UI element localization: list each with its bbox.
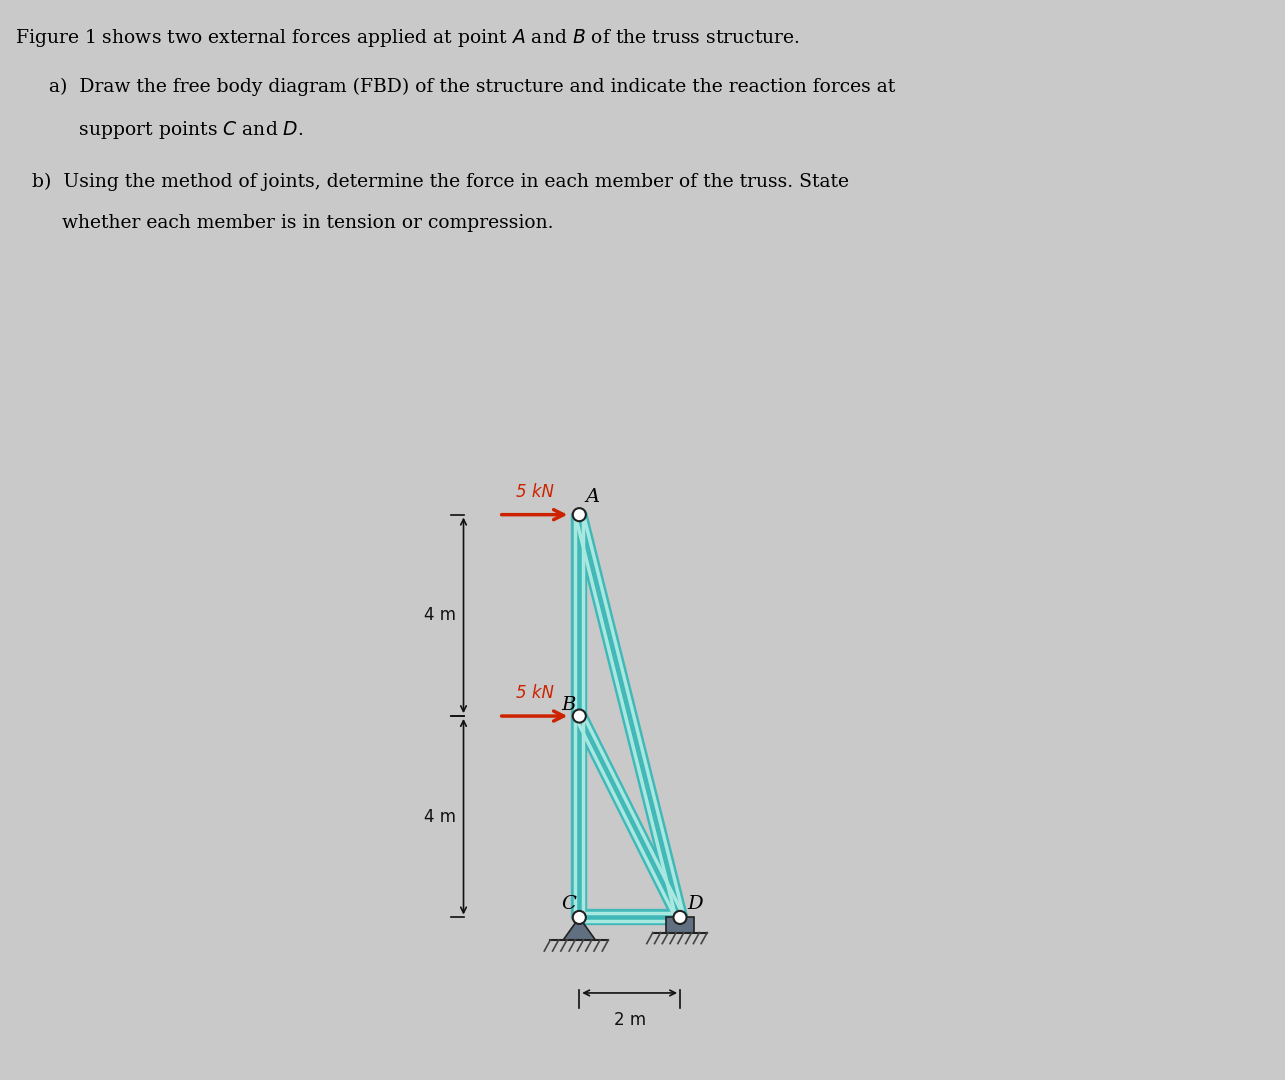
Text: 5 kN: 5 kN (517, 684, 554, 702)
Text: C: C (562, 895, 577, 914)
Bar (667, 917, 694, 932)
Text: 5 kN: 5 kN (517, 483, 554, 500)
Text: 4 m: 4 m (424, 606, 456, 624)
Circle shape (673, 910, 686, 924)
Circle shape (573, 710, 586, 723)
Text: 4 m: 4 m (424, 808, 456, 826)
Text: A: A (586, 487, 600, 505)
Circle shape (573, 508, 586, 522)
Text: a)  Draw the free body diagram (FBD) of the structure and indicate the reaction : a) Draw the free body diagram (FBD) of t… (49, 78, 896, 96)
Text: whether each member is in tension or compression.: whether each member is in tension or com… (32, 214, 554, 232)
Text: support points $C$ and $D$.: support points $C$ and $D$. (49, 119, 303, 140)
Text: D: D (687, 895, 703, 914)
Text: B: B (562, 696, 576, 714)
Text: 2 m: 2 m (614, 1011, 646, 1028)
Text: b)  Using the method of joints, determine the force in each member of the truss.: b) Using the method of joints, determine… (32, 173, 849, 191)
Polygon shape (563, 917, 595, 940)
Circle shape (573, 910, 586, 924)
Text: Figure 1 shows two external forces applied at point $A$ and $B$ of the truss str: Figure 1 shows two external forces appli… (15, 27, 801, 49)
